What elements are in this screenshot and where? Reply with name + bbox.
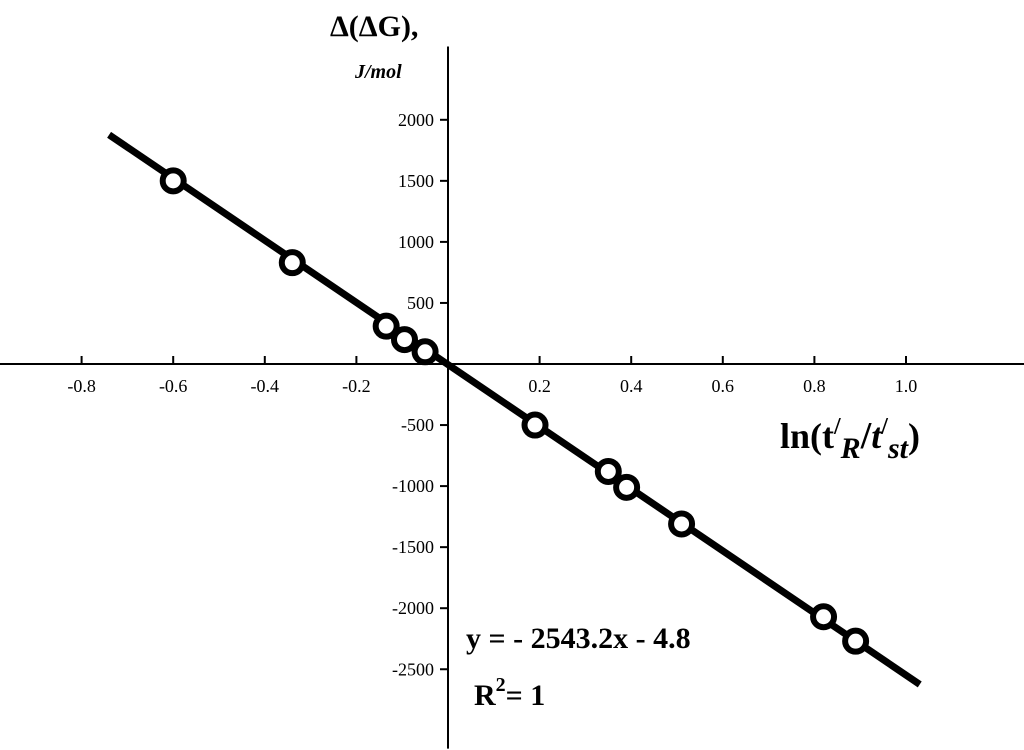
x-tick-label: -0.2: [342, 376, 371, 396]
data-point: [390, 326, 418, 354]
data-point: [613, 473, 641, 501]
x-axis-label: ln(t/R/t/st): [780, 414, 920, 465]
y-tick-label: -1500: [392, 537, 434, 557]
y-tick-label: 1000: [398, 232, 434, 252]
x-tick-label: 0.4: [620, 376, 643, 396]
ticks: -0.8 -0.6 -0.4 -0.2 0.2 0.4 0.6 0.8 1.0 2000 1500 1…: [67, 110, 917, 679]
r-squared-annotation: R2= 1: [474, 674, 545, 712]
data-point: [278, 249, 306, 277]
y-tick-label: -1000: [392, 476, 434, 496]
data-point: [810, 603, 838, 631]
y-axis-label: Δ(ΔG),: [330, 10, 418, 43]
y-tick-label: -500: [401, 415, 434, 435]
data-point: [842, 627, 870, 655]
y-tick-label: -2500: [392, 659, 434, 679]
x-tick-label: 0.2: [528, 376, 551, 396]
x-tick-label: -0.6: [159, 376, 188, 396]
data-point: [372, 312, 400, 340]
data-points: [159, 167, 870, 655]
data-point: [668, 510, 696, 538]
y-tick-label: -2000: [392, 598, 434, 618]
y-tick-label: 500: [407, 293, 434, 313]
x-tick-label: 0.8: [803, 376, 826, 396]
x-tick-label: -0.8: [67, 376, 96, 396]
x-tick-label: 0.6: [712, 376, 735, 396]
x-tick-label: 1.0: [895, 376, 918, 396]
y-tick-label: 2000: [398, 110, 434, 130]
y-tick-label: 1500: [398, 171, 434, 191]
x-tick-label: -0.4: [251, 376, 280, 396]
y-axis-unit: J/mol: [354, 61, 402, 83]
axes: [0, 46, 1024, 749]
data-point: [594, 457, 622, 485]
data-point: [159, 167, 187, 195]
fit-line: [107, 131, 922, 688]
equation-annotation: y = - 2543.2x - 4.8: [466, 622, 691, 655]
data-point: [521, 411, 549, 439]
data-point: [411, 338, 439, 366]
